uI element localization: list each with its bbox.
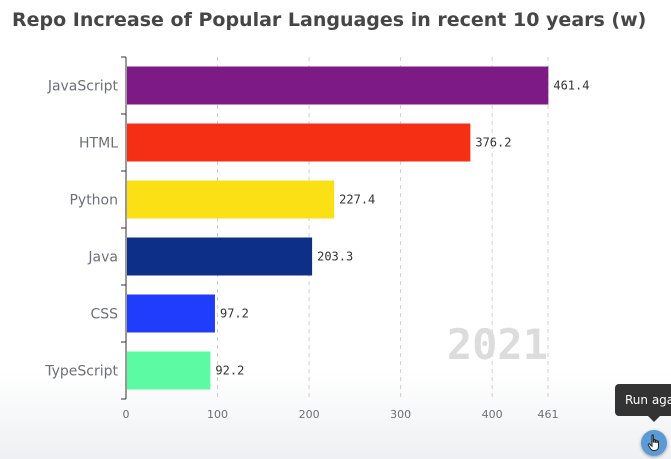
data-label: 203.3 [317,250,353,264]
hand-cursor-icon [647,434,659,451]
bar [127,237,313,276]
x-tick-label: 0 [123,408,130,421]
data-label: 227.4 [339,193,375,207]
category-label: TypeScript [44,364,118,380]
x-tick-label: 400 [482,408,503,421]
run-again-tooltip: Run again [615,384,671,416]
bar [127,351,211,390]
x-tick-label: 200 [299,408,320,421]
year-label: 2021 [447,320,548,369]
data-label: 376.2 [475,136,511,150]
category-label: Python [69,193,118,209]
data-label: 461.4 [553,79,589,93]
x-tick-label: 461 [538,408,559,421]
x-tick-label: 300 [390,408,411,421]
category-label: Java [87,250,118,266]
run-again-button[interactable] [641,430,667,456]
tooltip-arrow [648,416,660,422]
bar [127,123,471,162]
bar [127,180,335,219]
chart-title: Repo Increase of Popular Languages in re… [12,9,647,31]
bar [127,66,549,105]
data-label: 92.2 [215,364,244,378]
category-label: JavaScript [47,79,119,95]
x-tick-label: 100 [207,408,228,421]
category-label: CSS [90,307,118,323]
bar [127,294,215,333]
category-label: HTML [79,136,118,152]
data-label: 97.2 [220,307,249,321]
